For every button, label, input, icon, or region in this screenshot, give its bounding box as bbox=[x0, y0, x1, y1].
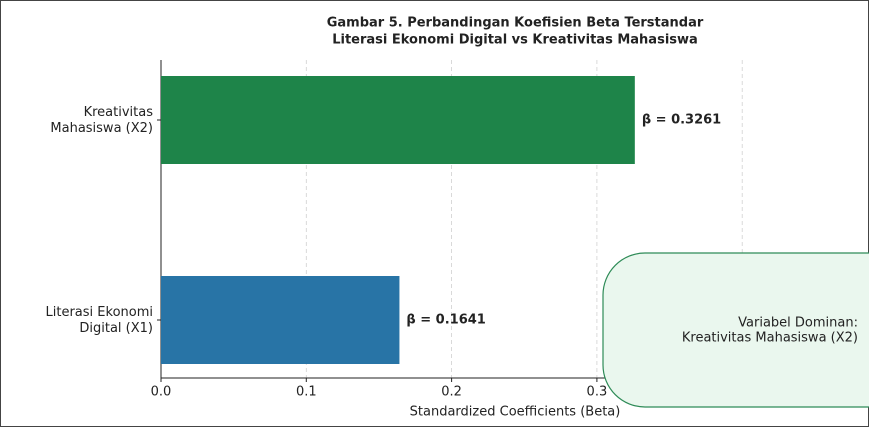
x-tick-label: 0.1 bbox=[296, 385, 317, 400]
y-tick-label: Kreativitas Mahasiswa (X2) bbox=[50, 105, 153, 136]
x-axis-label: Standardized Coefficients (Beta) bbox=[410, 405, 621, 420]
y-tick-label: Literasi Ekonomi Digital (X1) bbox=[46, 305, 153, 336]
x-tick-label: 0.2 bbox=[441, 385, 462, 400]
chart-title: Gambar 5. Perbandingan Koefisien Beta Te… bbox=[327, 15, 704, 47]
value-label: β = 0.1641 bbox=[406, 313, 485, 328]
bar bbox=[161, 76, 635, 164]
x-tick-label: 0.3 bbox=[587, 385, 608, 400]
x-tick-label: 0.0 bbox=[151, 385, 172, 400]
annotation: Variabel Dominan: Kreativitas Mahasiswa (… bbox=[682, 315, 858, 345]
bar bbox=[161, 276, 400, 364]
annotation-box bbox=[602, 252, 869, 408]
value-label: β = 0.3261 bbox=[642, 113, 721, 128]
